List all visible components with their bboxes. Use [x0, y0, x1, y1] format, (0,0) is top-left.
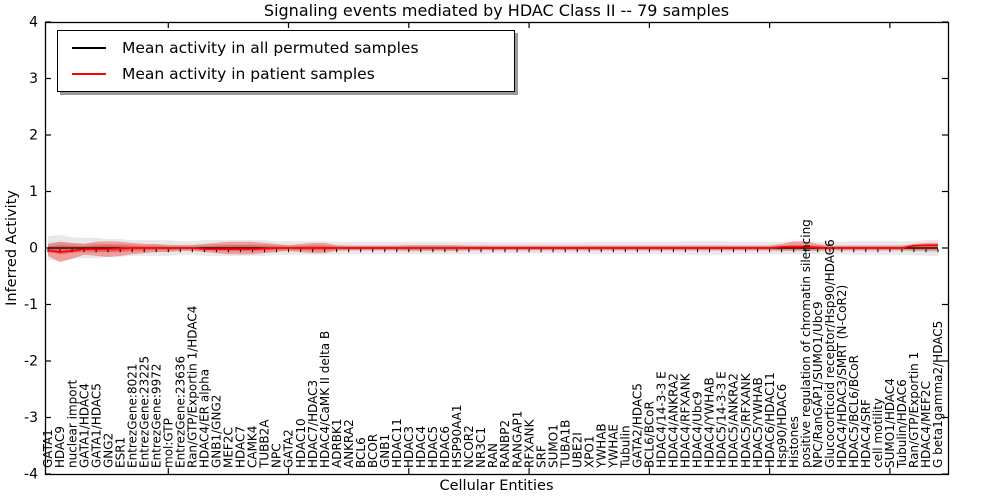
entity-label: HDAC5/RFXANK	[739, 372, 753, 468]
entity-label: nuclear import	[65, 379, 79, 468]
legend-label-permuted: Mean activity in all permuted samples	[122, 39, 419, 57]
entity-label: G beta1gamma2/HDAC5	[931, 321, 945, 468]
entity-label: ADRBK1	[330, 418, 344, 468]
legend-item-patient: Mean activity in patient samples	[72, 65, 514, 83]
entity-label: HDAC4/SRF	[859, 399, 873, 468]
entity-label: HDAC7	[234, 426, 248, 468]
entity-label: Hsp90/HDAC6	[775, 384, 789, 468]
y-tick-label: 4	[29, 15, 38, 31]
entity-label: NCOR2	[462, 425, 476, 468]
entity-label: HDAC5/ANKRA2	[727, 373, 741, 468]
patient-range-band	[48, 241, 938, 263]
entity-label: HDAC3	[402, 426, 416, 468]
entity-label: HDAC5/YWHAB	[751, 377, 765, 468]
entity-label: YWHAB	[594, 423, 608, 469]
entity-label: HSP90AA1	[450, 404, 464, 468]
entity-label: TUBA1B	[558, 420, 572, 469]
entity-label: RFXANK	[522, 418, 536, 468]
entity-label: UBE2I	[570, 432, 584, 468]
entity-label: GATA2/HDAC5	[631, 383, 645, 468]
entity-label: mol:GTP	[162, 418, 176, 468]
legend: Mean activity in all permuted samples Me…	[57, 30, 515, 92]
entity-label: RANGAP1	[510, 411, 524, 468]
entity-label: SUMO1	[546, 424, 560, 468]
entity-label: EntrezGene:23636	[174, 356, 188, 468]
chart-title: Signaling events mediated by HDAC Class …	[263, 1, 730, 20]
y-tick-label: 0	[29, 241, 38, 257]
entity-label: YWHAE	[607, 424, 621, 469]
entity-label: GNG2	[101, 433, 115, 468]
entity-label: HDAC4/MEF2C	[919, 381, 933, 468]
entity-label: HDAC4/CaMK II delta B	[318, 331, 332, 468]
entity-label: ESR1	[113, 437, 127, 468]
y-tick-label: -2	[24, 354, 38, 370]
entity-label: XPO1	[582, 435, 596, 468]
entity-label: Ran/GTP/Exportin 1	[907, 352, 921, 468]
entity-label: HDAC6	[438, 426, 452, 468]
legend-item-permuted: Mean activity in all permuted samples	[72, 39, 514, 57]
y-tick-label: -4	[24, 467, 38, 483]
entity-label: BCL6/BCoR	[643, 401, 657, 468]
entity-label: EntrezGene:23225	[137, 356, 151, 468]
entity-label: HDAC7/HDAC3	[306, 380, 320, 468]
entity-label: RANBP2	[498, 420, 512, 468]
entity-label: BCOR	[366, 434, 380, 468]
y-tick-label: -3	[24, 410, 38, 426]
entity-label: BCL6	[354, 437, 368, 468]
entity-label: TUBB2A	[258, 419, 272, 469]
y-tick-label: -1	[24, 297, 38, 313]
entity-label: EntrezGene:9972	[149, 364, 163, 469]
entity-label: RAN	[486, 443, 500, 468]
permuted-line-sample	[72, 47, 106, 49]
entity-label: NPC/RanGAP1/SUMO1/Ubc9	[811, 301, 825, 468]
entity-label: ANKRA2	[342, 419, 356, 468]
y-tick-label: 1	[29, 184, 38, 200]
entity-label: HDAC4/RFXANK	[679, 372, 693, 468]
x-axis-label: Cellular Entities	[439, 478, 554, 494]
entity-label: HDAC5/BCL6/BCoR	[847, 355, 861, 468]
entity-label: HDAC4/ER alpha	[198, 369, 212, 468]
y-tick-label: 2	[29, 128, 38, 144]
entity-label: NR3C1	[474, 427, 488, 468]
entity-label: GNB1	[378, 434, 392, 468]
entity-label: Tubulin/HDAC6	[895, 379, 909, 469]
entity-label: positive regulation of chromatin silenci…	[799, 219, 813, 468]
entity-label: HDAC11	[390, 418, 404, 468]
y-tick-label: 3	[29, 71, 38, 87]
entity-label: SRF	[534, 445, 548, 468]
entity-label: HDAC9	[53, 426, 67, 468]
entity-label: Tubulin	[619, 425, 633, 469]
entity-label: HDAC4/ANKRA2	[667, 373, 681, 468]
entity-label: HDAC4/YWHAB	[703, 377, 717, 468]
entity-label: GATA1	[41, 429, 55, 468]
legend-label-patient: Mean activity in patient samples	[122, 65, 375, 83]
patient-line-sample	[72, 73, 106, 75]
patient-mean-line	[47, 244, 938, 253]
entity-label: MEF2C	[222, 427, 236, 468]
entity-label: HDAC5/14-3-3 E	[715, 371, 729, 468]
entity-label: HDAC5	[426, 426, 440, 468]
entity-label: HDAC6/HDAC11	[763, 372, 777, 468]
entity-label: CAMK4	[246, 426, 260, 468]
entity-label: HDAC4/14-3-3 E	[655, 371, 669, 468]
entity-label: HDAC10	[294, 418, 308, 468]
entity-label: GNB1/GNG2	[210, 395, 224, 468]
entity-label: cell motility	[871, 398, 885, 468]
y-axis-label: Inferred Activity	[4, 190, 20, 306]
entity-label: SUMO1/HDAC4	[883, 378, 897, 468]
entity-label: HDAC4	[414, 426, 428, 468]
entity-label: NPC	[270, 443, 284, 468]
entity-label: Ran/GTP/Exportin 1/HDAC4	[186, 306, 200, 468]
entity-label: Glucocorticoid receptor/Hsp90/HDAC6	[823, 239, 837, 468]
entity-label: HDAC4/Ubc9	[691, 391, 705, 468]
entity-label: GATA1/HDAC4	[77, 383, 91, 468]
entity-label: HDAC4/HDAC3/SMRT (N-CoR2)	[835, 285, 849, 468]
entity-label: EntrezGene:8021	[125, 364, 139, 469]
entity-label: GATA2	[282, 429, 296, 468]
entity-label: Histones	[787, 416, 801, 468]
entity-label: GATA1/HDAC5	[89, 383, 103, 468]
